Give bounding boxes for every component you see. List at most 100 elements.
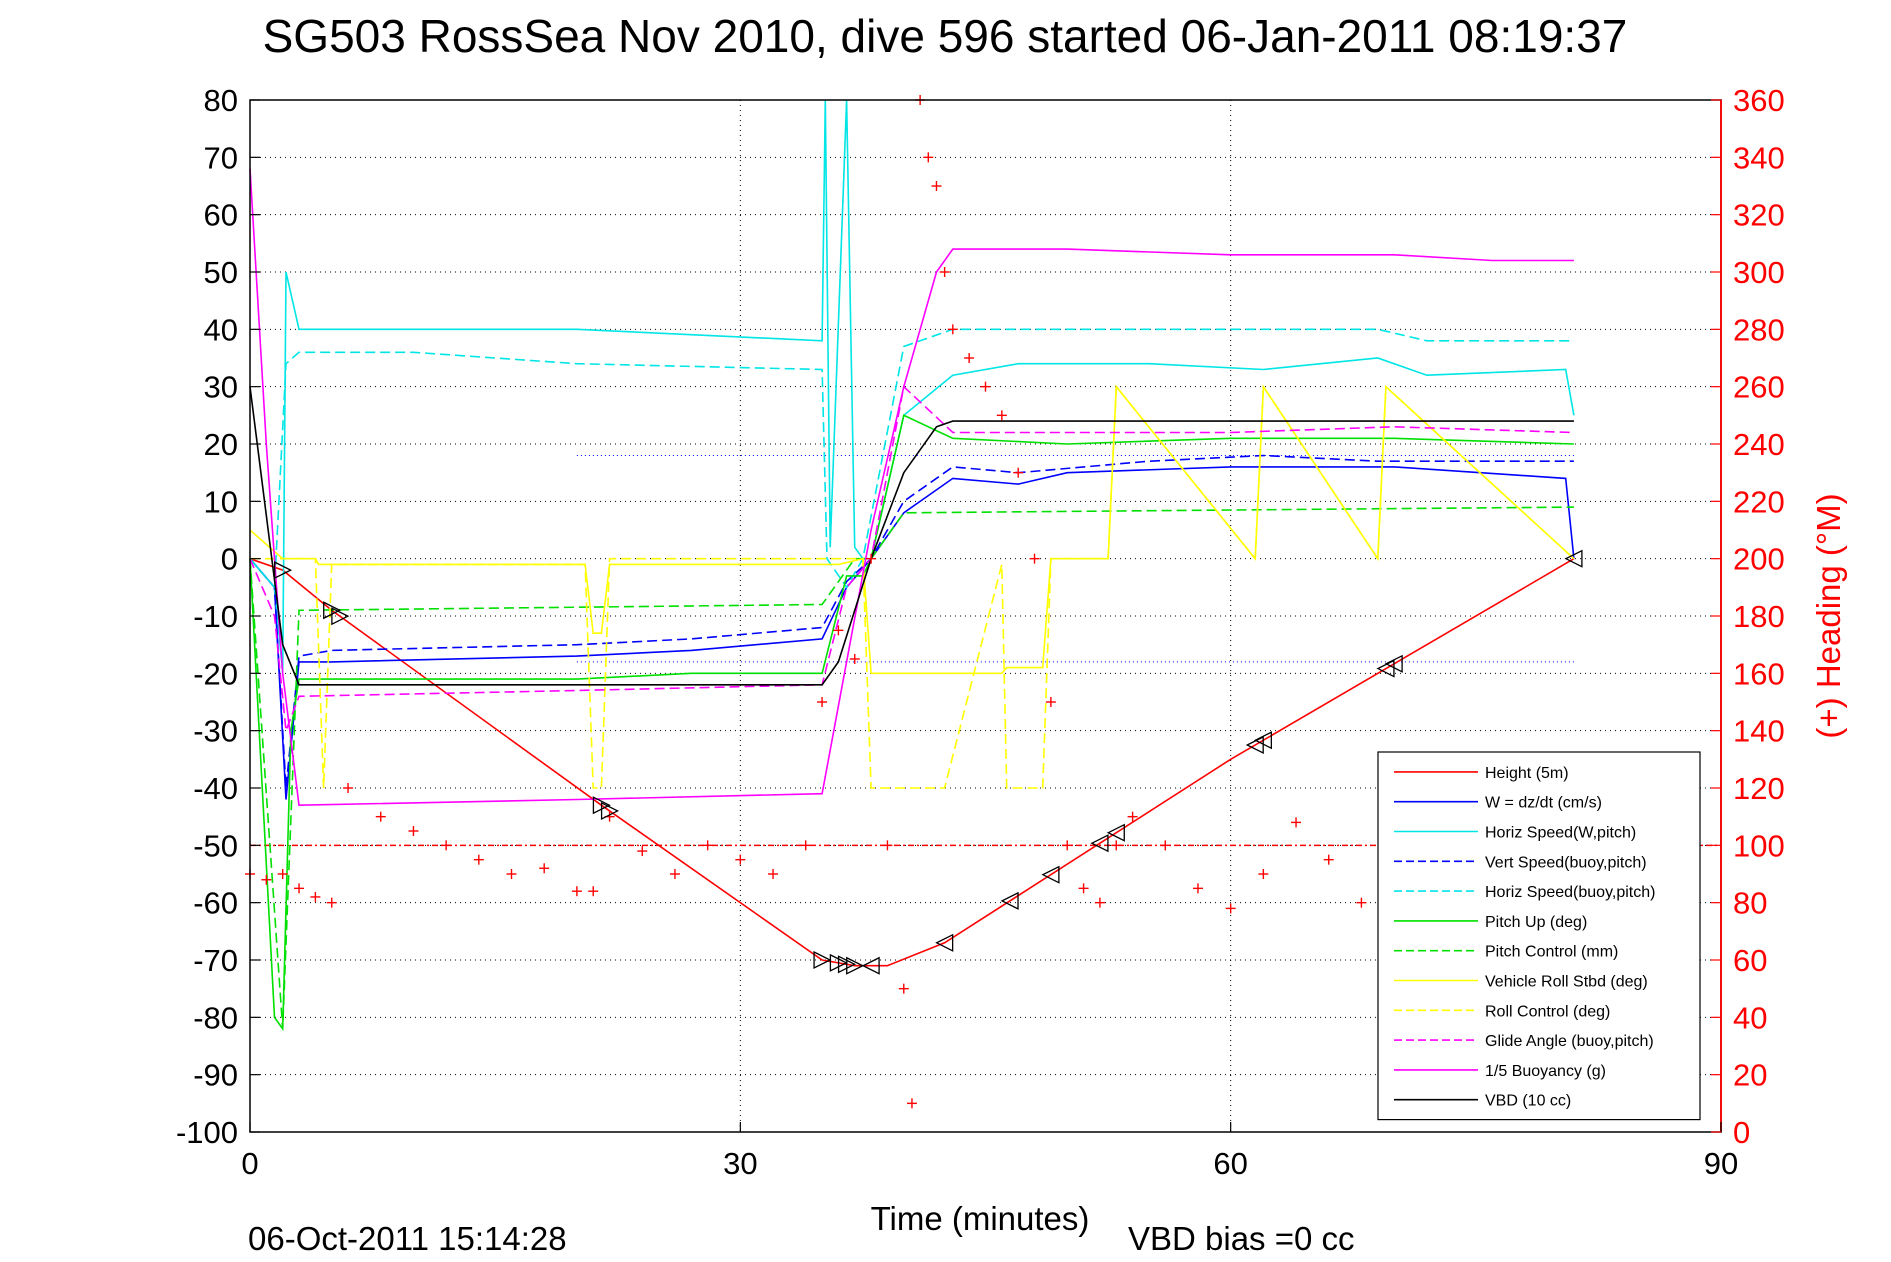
right-axis-label: (+) Heading (°M) bbox=[1810, 493, 1847, 738]
y-left-tick-label: 0 bbox=[221, 542, 238, 577]
y-left-tick-label: -10 bbox=[193, 599, 238, 634]
x-tick-label: 30 bbox=[723, 1146, 757, 1181]
heading-marker bbox=[326, 897, 337, 908]
y-right-tick-label: 60 bbox=[1733, 943, 1767, 978]
series-line-1 bbox=[249, 557, 1575, 967]
y-right-tick-label: 360 bbox=[1733, 83, 1785, 118]
heading-marker bbox=[1127, 811, 1138, 822]
heading-marker bbox=[1078, 883, 1089, 894]
height-triangle-marker bbox=[331, 607, 350, 626]
y-left-tick-label: 20 bbox=[204, 427, 238, 462]
legend-entry-label: Horiz Speed(W,pitch) bbox=[1485, 825, 1636, 842]
heading-marker bbox=[441, 840, 452, 851]
heading-marker bbox=[817, 697, 828, 707]
legend-entry-label: VBD (10 cc) bbox=[1485, 1093, 1571, 1110]
series-line-6 bbox=[249, 414, 1574, 1032]
heading-marker bbox=[866, 553, 877, 564]
heading-marker bbox=[849, 654, 860, 664]
y-left-tick-label: 60 bbox=[204, 198, 238, 233]
height-triangle-marker bbox=[1376, 659, 1395, 678]
y-left-tick-label: 50 bbox=[204, 255, 238, 290]
legend-entry-label: Vehicle Roll Stbd (deg) bbox=[1485, 974, 1648, 991]
y-right-tick-label: 120 bbox=[1733, 771, 1785, 806]
y-right-tick-label: 280 bbox=[1733, 312, 1785, 347]
y-right-tick-label: 320 bbox=[1733, 198, 1785, 233]
series-line-5 bbox=[249, 328, 1574, 590]
heading-marker bbox=[408, 826, 419, 836]
heading-marker bbox=[1323, 854, 1334, 865]
legend-entry-label: Pitch Control (mm) bbox=[1485, 944, 1618, 961]
heading-marker bbox=[294, 883, 305, 894]
legend-entry-label: W = dz/dt (cm/s) bbox=[1485, 795, 1602, 812]
heading-marker bbox=[310, 891, 321, 902]
heading-marker bbox=[1094, 897, 1105, 908]
height-triangle-marker bbox=[1106, 823, 1125, 842]
heading-marker bbox=[768, 869, 779, 879]
series-line-2 bbox=[249, 466, 1575, 800]
series-line-7 bbox=[249, 506, 1574, 1029]
y-right-tick-label: 340 bbox=[1733, 140, 1785, 175]
series-line-11 bbox=[249, 168, 1574, 807]
legend-entry-label: Pitch Up (deg) bbox=[1485, 914, 1587, 931]
axes: 0 30 60 9080706050403020100-10-20-30-40-50-… bbox=[176, 83, 1785, 1181]
x-tick-label: 0 bbox=[241, 1146, 258, 1181]
legend-entry-label: Height (5m) bbox=[1485, 765, 1569, 782]
y-right-tick-label: 260 bbox=[1733, 370, 1785, 405]
y-left-tick-label: 70 bbox=[204, 140, 238, 175]
height-triangle-marker bbox=[1253, 731, 1273, 750]
x-tick-label: 90 bbox=[1704, 1146, 1738, 1181]
legend-entry-label: 1/5 Buoyancy (g) bbox=[1485, 1063, 1606, 1080]
y-left-tick-label: -60 bbox=[193, 886, 238, 921]
heading-marker bbox=[539, 863, 550, 874]
heading-marker bbox=[375, 811, 386, 822]
legend-entry-label: Vert Speed(buoy,pitch) bbox=[1485, 854, 1647, 871]
height-triangle-marker bbox=[600, 801, 620, 820]
footer-timestamp: 06-Oct-2011 15:14:28 bbox=[248, 1220, 567, 1257]
y-left-tick-label: -90 bbox=[193, 1058, 238, 1093]
height-triangle-marker bbox=[1090, 834, 1109, 853]
heading-marker bbox=[1062, 840, 1073, 851]
heading-marker bbox=[669, 869, 680, 879]
y-right-tick-label: 240 bbox=[1733, 427, 1785, 462]
footer-note: VBD bias =0 cc bbox=[1128, 1220, 1355, 1257]
x-tick-label: 60 bbox=[1213, 1146, 1247, 1181]
height-triangle-marker bbox=[861, 956, 880, 975]
legend: Height (5m) W = dz/dt (cm/s) Horiz Speed(W… bbox=[1377, 751, 1701, 1121]
heading-marker bbox=[898, 983, 909, 994]
heading-marker bbox=[571, 886, 582, 897]
x-axis-label: Time (minutes) bbox=[871, 1200, 1090, 1237]
height-triangle-marker bbox=[935, 933, 954, 952]
y-left-tick-label: -30 bbox=[193, 714, 238, 749]
height-triangle-marker bbox=[1041, 865, 1060, 884]
heading-marker bbox=[588, 886, 599, 897]
series-layer bbox=[245, 95, 1721, 1109]
heading-marker bbox=[735, 854, 746, 865]
y-right-tick-label: 200 bbox=[1733, 542, 1785, 577]
heading-marker bbox=[1225, 903, 1236, 914]
y-right-tick-label: 80 bbox=[1733, 886, 1767, 921]
series-line-8 bbox=[249, 384, 1575, 675]
y-right-tick-label: 40 bbox=[1733, 1000, 1767, 1035]
legend-box bbox=[1377, 751, 1701, 1121]
series-line-9 bbox=[250, 384, 1575, 789]
heading-marker bbox=[1013, 467, 1024, 478]
y-right-tick-label: 100 bbox=[1733, 828, 1785, 863]
height-triangle-marker bbox=[846, 956, 865, 975]
heading-marker bbox=[1291, 817, 1302, 828]
heading-marker bbox=[980, 381, 991, 392]
y-right-tick-label: 20 bbox=[1733, 1058, 1767, 1093]
heading-marker bbox=[923, 152, 934, 163]
height-triangle-marker bbox=[1384, 654, 1403, 673]
heading-marker bbox=[1029, 553, 1040, 564]
y-right-tick-label: 220 bbox=[1733, 484, 1785, 519]
heading-marker bbox=[1111, 840, 1122, 851]
y-left-tick-label: 80 bbox=[204, 83, 238, 118]
y-left-tick-label: -20 bbox=[193, 656, 238, 691]
heading-marker bbox=[261, 874, 272, 885]
heading-marker bbox=[939, 267, 950, 277]
chart-title: SG503 RossSea Nov 2010, dive 596 started… bbox=[263, 10, 1628, 62]
series-line-4 bbox=[249, 454, 1574, 789]
series-line-10 bbox=[249, 385, 1574, 731]
height-triangle-marker bbox=[813, 950, 832, 970]
